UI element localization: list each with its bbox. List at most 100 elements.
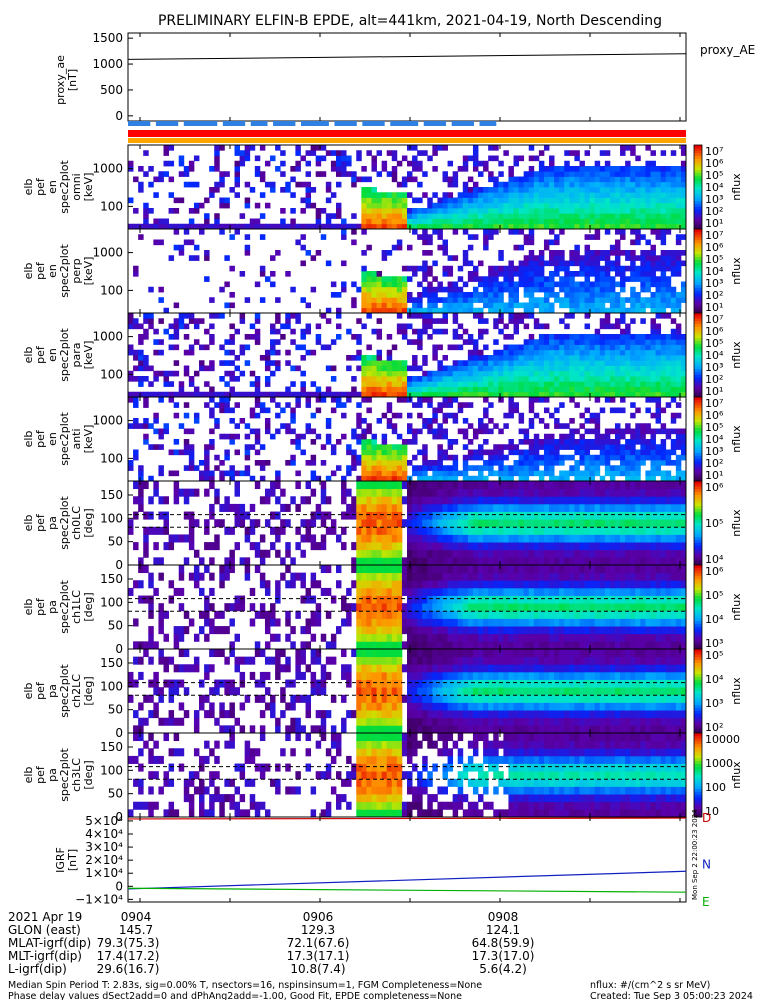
heatmap-cell [392, 376, 397, 382]
heatmap-cell [366, 534, 371, 542]
heatmap-cell [311, 381, 316, 387]
heatmap-cell [133, 208, 138, 214]
heatmap-cell [128, 313, 133, 319]
heatmap-cell [214, 402, 219, 408]
colorbar-segment [694, 209, 702, 212]
heatmap-cell [417, 198, 422, 204]
heatmap-cell [316, 408, 321, 414]
heatmap-cell [458, 276, 463, 282]
heatmap-cell [569, 250, 574, 256]
heatmap-cell [488, 450, 493, 456]
heatmap-cell [437, 550, 442, 558]
heatmap-cell [676, 255, 681, 261]
heatmap-cell [361, 276, 366, 282]
heatmap-cell [524, 313, 529, 319]
heatmap-cell [625, 297, 630, 303]
heatmap-cell [235, 504, 240, 512]
heatmap-cell [387, 213, 392, 219]
heatmap-cell [260, 177, 265, 183]
heatmap-cell [620, 496, 625, 504]
heatmap-cell [158, 318, 163, 324]
heatmap-cell [407, 496, 412, 504]
heatmap-cell [412, 366, 417, 372]
heatmap-cell [280, 504, 285, 512]
heatmap-cell [169, 345, 174, 351]
heatmap-cell [595, 166, 600, 172]
heatmap-cell [600, 439, 605, 445]
heatmap-cell [453, 465, 458, 471]
heatmap-cell [306, 150, 311, 156]
heatmap-cell [382, 460, 387, 466]
heatmap-cell [331, 596, 336, 604]
heatmap-cell [650, 381, 655, 387]
heatmap-cell [448, 471, 453, 477]
heatmap-cell [564, 371, 569, 377]
heatmap-cell [534, 366, 539, 372]
heatmap-cell [503, 542, 508, 550]
heatmap-cell [356, 550, 361, 558]
heatmap-cell [458, 387, 463, 393]
heatmap-cell [179, 313, 184, 319]
colorbar-segment [694, 324, 702, 327]
heatmap-cell [448, 282, 453, 288]
heatmap-cell [331, 213, 336, 219]
heatmap-cell [143, 397, 148, 403]
heatmap-cell [194, 182, 199, 188]
heatmap-cell [143, 402, 148, 408]
heatmap-cell [382, 471, 387, 477]
heatmap-cell [508, 381, 513, 387]
heatmap-cell [473, 198, 478, 204]
heatmap-cell [620, 287, 625, 293]
heatmap-cell [676, 355, 681, 361]
heatmap-cell [306, 198, 311, 204]
heatmap-cell [351, 182, 356, 188]
heatmap-cell [392, 345, 397, 351]
heatmap-cell [138, 355, 143, 361]
heatmap-cell [508, 276, 513, 282]
heatmap-cell [645, 287, 650, 293]
heatmap-cell [656, 360, 661, 366]
heatmap-cell [285, 611, 290, 619]
heatmap-cell [590, 271, 595, 277]
heatmap-cell [412, 303, 417, 309]
heatmap-cell [468, 219, 473, 225]
heatmap-cell [427, 334, 432, 340]
heatmap-cell [361, 455, 366, 461]
heatmap-cell [199, 626, 204, 634]
heatmap-cell [143, 481, 148, 489]
heatmap-cell [169, 450, 174, 456]
heatmap-cell [275, 339, 280, 345]
heatmap-cell [544, 519, 549, 527]
heatmap-cell [422, 240, 427, 246]
heatmap-cell [235, 542, 240, 550]
colorbar-segment [694, 442, 702, 445]
heatmap-cell [143, 641, 148, 649]
heatmap-cell [361, 303, 366, 309]
heatmap-cell [605, 208, 610, 214]
heatmap-cell [326, 418, 331, 424]
heatmap-cell [539, 542, 544, 550]
heatmap-cell [656, 339, 661, 345]
heatmap-cell [524, 360, 529, 366]
heatmap-cell [199, 460, 204, 466]
heatmap-cell [478, 187, 483, 193]
heatmap-cell [179, 588, 184, 596]
heatmap-cell [473, 360, 478, 366]
heatmap-cell [630, 219, 635, 225]
heatmap-cell [610, 481, 615, 489]
heatmap-cell [153, 588, 158, 596]
heatmap-cell [437, 371, 442, 377]
heatmap-cell [158, 496, 163, 504]
heatmap-cell [397, 376, 402, 382]
heatmap-cell [650, 496, 655, 504]
heatmap-cell [174, 303, 179, 309]
heatmap-cell [650, 450, 655, 456]
heatmap-cell [600, 489, 605, 497]
heatmap-cell [600, 345, 605, 351]
heatmap-cell [630, 150, 635, 156]
heatmap-cell [524, 471, 529, 477]
heatmap-cell [514, 313, 519, 319]
heatmap-cell [671, 329, 676, 335]
heatmap-cell [463, 519, 468, 527]
